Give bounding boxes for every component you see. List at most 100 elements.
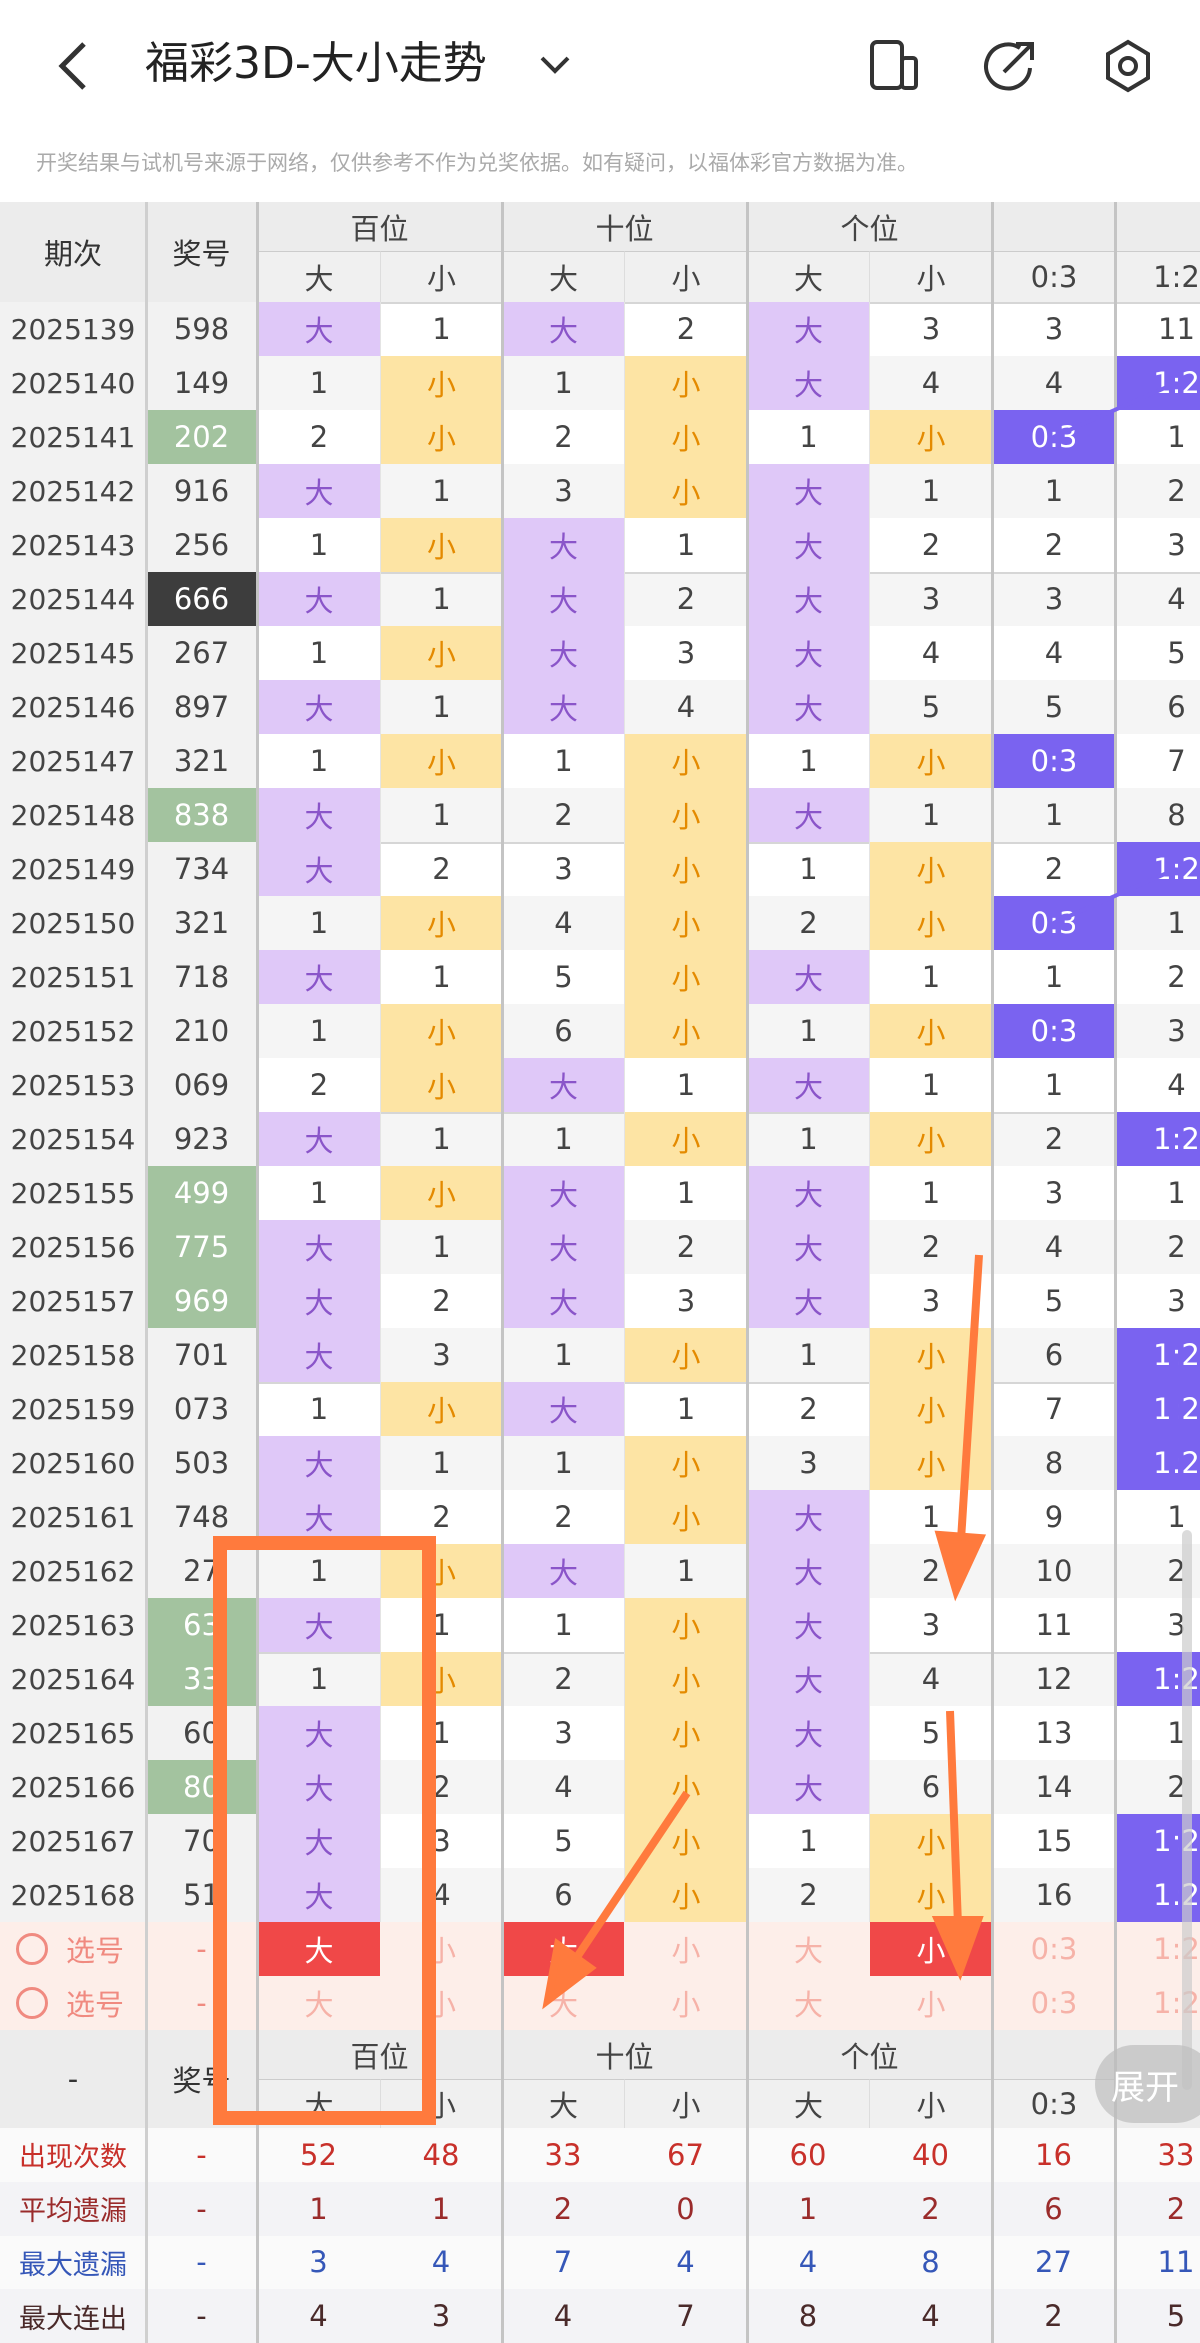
select-cell[interactable]: 大 [548,1988,578,2022]
trend-cell: 小 [625,788,747,842]
trend-cell: 小 [870,1868,992,1922]
trend-cell: 1:2 [1116,1112,1200,1166]
trend-cell: 1 [309,1662,329,1696]
stat-value: 1 [309,2191,328,2226]
trend-cell: 3 [676,1284,696,1318]
trend-cell: 小 [625,1490,747,1544]
trend-cell: 1 [432,960,451,994]
draw-number: 969 [146,1274,257,1328]
draw-number: 775 [146,1220,257,1274]
select-cell[interactable]: 小 [671,1934,701,1968]
title-dropdown[interactable] [540,56,570,74]
issue: 2025143 [0,518,146,572]
select-radio[interactable] [16,1933,48,1965]
draw-number: 267 [146,626,257,680]
select-cell[interactable]: 大 [793,1934,823,1968]
draw-number: 60 [146,1706,257,1760]
trend-cell: 11 [1158,312,1195,346]
select-cell[interactable]: 小 [426,1988,456,2022]
draw-number: 63 [146,1598,257,1652]
trend-cell: 0:3 [993,1004,1115,1058]
trend-cell: 大 [748,1490,869,1544]
stat-number: - [196,2299,207,2334]
trend-cell: 1 [309,744,329,778]
trend-cell: 大 [503,1166,624,1220]
issue: 2025148 [0,788,146,842]
top-bar: 福彩3D-大小走势 开奖结果与试机号来源于网络，仅供参考不作为兑奖依据。如有疑问… [36,38,1150,175]
trend-cell: 小 [625,1436,747,1490]
sub-header: 小 [380,2079,502,2128]
trend-cell: 大 [258,1112,380,1166]
select-cell[interactable]: 小 [916,1988,946,2022]
stat-value: 3 [431,2299,451,2334]
trend-cell: 1 [432,1446,451,1480]
device-icon[interactable] [870,40,918,90]
trend-cell: 6 [1167,690,1186,724]
draw-number: 33 [146,1652,257,1706]
trend-cell: 2 [1167,1230,1186,1264]
draw-number: 321 [146,734,257,788]
stat-value: 40 [912,2137,949,2172]
trend-cell: 1 [554,1122,573,1156]
select-number: - [196,1986,207,2020]
trend-cell: 2 [432,1284,451,1318]
share-icon[interactable] [984,42,1034,91]
trend-cell: 大 [503,518,624,572]
page-title[interactable]: 福彩3D-大小走势 [145,38,487,89]
select-cell[interactable]: 小 [671,1988,701,2022]
trend-cell: 1 [1044,960,1064,994]
trend-cell: 2 [676,1230,696,1264]
draw-number: 838 [146,788,257,842]
trend-cell: 3 [1167,1284,1186,1318]
trend-cell: 大 [748,680,869,734]
trend-cell: 6 [1044,1338,1064,1372]
column-divider [1114,202,1117,2343]
trend-cell: 小 [870,1328,992,1382]
number-header: 奖号 [172,237,231,271]
trend-cell: 2 [1167,474,1186,508]
select-cell[interactable]: 1:2 [1153,1986,1200,2020]
trend-cell: 大 [258,1814,380,1868]
select-cell[interactable]: 小 [870,1922,992,1976]
select-cell[interactable]: 大 [258,1922,380,1976]
sub-header: 大 [257,251,380,302]
select-cell[interactable]: 大 [304,1988,334,2022]
trend-cell: 大 [748,1544,869,1598]
trend-cell: 大 [748,788,869,842]
trend-cell: 4 [1044,636,1064,670]
select-cell[interactable]: 小 [426,1934,456,1968]
trend-cell: 3 [1044,312,1064,346]
select-label[interactable]: 选号 [65,1988,124,2022]
trend-cell: 3 [921,582,941,616]
trend-cell: 1 [432,312,451,346]
trend-cell: 1 [1167,1176,1186,1210]
trend-cell: 1 [676,528,696,562]
draw-number: 256 [146,518,257,572]
select-cell[interactable]: 0:3 [1030,1932,1078,1966]
trend-cell: 小 [625,1706,747,1760]
cell-bg [0,2235,1200,2290]
select-radio[interactable] [16,1987,48,2019]
trend-cell: 3 [1167,1608,1186,1642]
select-label[interactable]: 选号 [65,1934,124,1968]
select-cell[interactable]: 0:3 [1030,1986,1078,2020]
stat-value: 52 [300,2137,337,2172]
settings-icon[interactable] [1106,39,1150,93]
trend-cell: 1 [554,366,573,400]
trend-cell: 2 [1044,528,1064,562]
trend-cell: 大 [503,1058,624,1112]
trend-cell: 1 [309,366,329,400]
stat-value: 1 [798,2191,818,2226]
trend-cell: 1 [554,1608,573,1642]
select-cell[interactable]: 大 [503,1922,624,1976]
select-cell[interactable]: 大 [793,1988,823,2022]
trend-cell: 大 [748,518,869,572]
expand-button[interactable]: 展开 [1095,2045,1200,2123]
back-button[interactable] [58,42,86,90]
select-cell[interactable]: 1:2 [1153,1932,1200,1966]
stat-value: 1 [431,2191,451,2226]
trend-cell: 3 [1044,582,1064,616]
sub-header: 小 [624,251,747,302]
trend-cell: 1 [799,1824,818,1858]
trend-cell: 4 [432,1878,451,1912]
